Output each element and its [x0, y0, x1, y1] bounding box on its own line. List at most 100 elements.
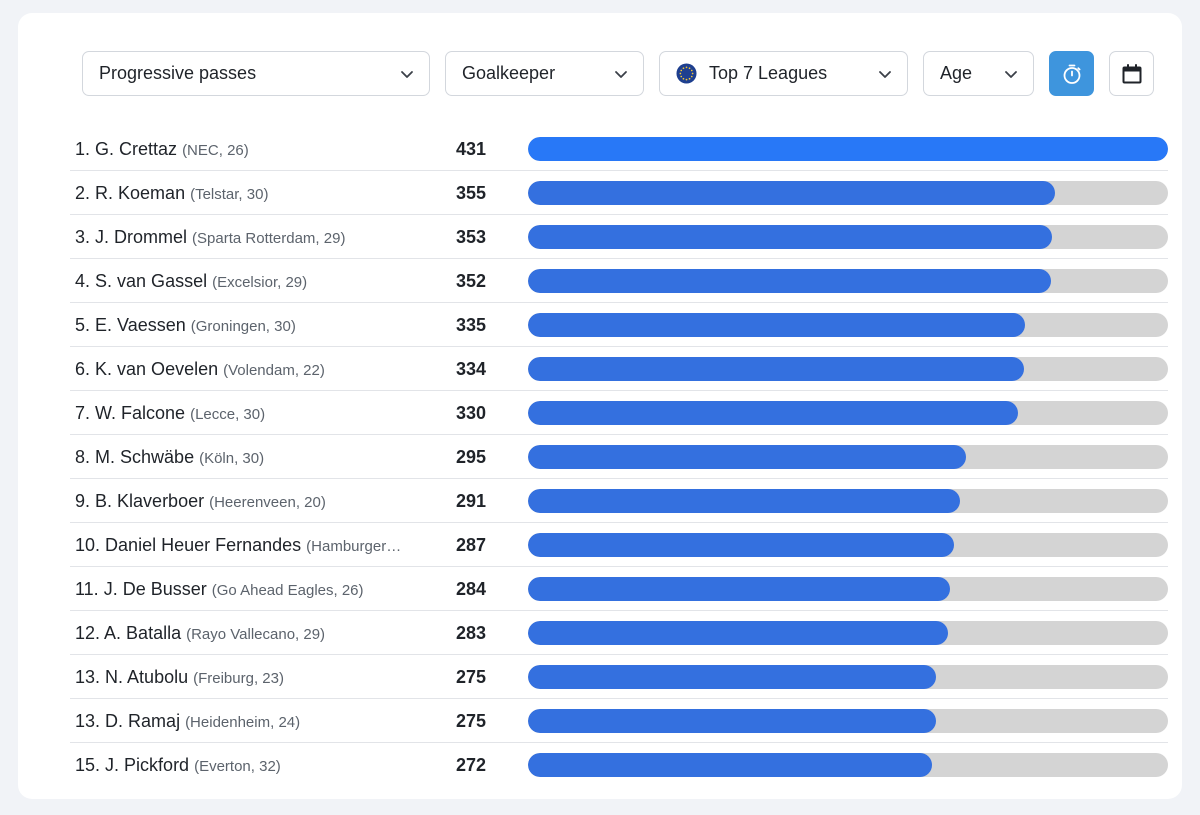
- sort-select[interactable]: Age: [923, 51, 1034, 96]
- player-rank: 12.: [75, 622, 101, 643]
- stat-value: 291: [455, 491, 487, 511]
- stat-value: 431: [455, 139, 487, 159]
- player-name[interactable]: E. Vaessen: [95, 314, 186, 335]
- stat-value: 352: [455, 271, 487, 291]
- season-calendar-button[interactable]: [1109, 51, 1154, 96]
- player-rank: 5.: [75, 314, 91, 335]
- per-90-toggle-button[interactable]: [1049, 51, 1094, 96]
- metric-select-label: Progressive passes: [99, 63, 257, 83]
- stat-bar-fill: [528, 621, 949, 645]
- player-name[interactable]: Daniel Heuer Fernandes: [105, 534, 302, 555]
- player-team-age: (Go Ahead Eagles, 26): [211, 581, 364, 599]
- player-label: 7. W. Falcone (Lecce, 30): [75, 403, 265, 424]
- table-row[interactable]: 3. J. Drommel (Sparta Rotterdam, 29) 353: [70, 215, 1168, 259]
- player-rank: 15.: [75, 754, 101, 775]
- player-name[interactable]: S. van Gassel: [95, 270, 208, 291]
- stat-bar-fill: [528, 753, 932, 777]
- player-team-age: (Volendam, 22): [223, 361, 325, 379]
- stat-value: 295: [455, 447, 487, 467]
- player-team-age: (Freiburg, 23): [193, 669, 284, 687]
- competition-select[interactable]: Top 7 Leagues: [659, 51, 908, 96]
- stat-bar-track: [528, 269, 1168, 293]
- table-row[interactable]: 15. J. Pickford (Everton, 32) 272: [70, 743, 1168, 787]
- stat-bar-fill: [528, 489, 960, 513]
- table-row[interactable]: 6. K. van Oevelen (Volendam, 22) 334: [70, 347, 1168, 391]
- player-name[interactable]: D. Ramaj: [105, 710, 181, 731]
- stat-bar-fill: [528, 269, 1051, 293]
- stat-bar-fill: [528, 577, 950, 601]
- stat-bar-track: [528, 489, 1168, 513]
- stat-bar-fill: [528, 401, 1019, 425]
- player-team-age: (Excelsior, 29): [212, 273, 308, 291]
- player-team-age: (Hamburger…: [306, 537, 402, 555]
- player-team-age: (Heidenheim, 24): [185, 713, 301, 731]
- player-label: 11. J. De Busser (Go Ahead Eagles, 26): [75, 579, 364, 600]
- player-name[interactable]: J. Drommel: [95, 226, 188, 247]
- table-row[interactable]: 10. Daniel Heuer Fernandes (Hamburger… 287: [70, 523, 1168, 567]
- player-name[interactable]: N. Atubolu: [105, 666, 189, 687]
- chevron-down-icon: [615, 71, 627, 78]
- table-row[interactable]: 2. R. Koeman (Telstar, 30) 355: [70, 171, 1168, 215]
- metric-select[interactable]: Progressive passes: [82, 51, 430, 96]
- stat-value: 335: [455, 315, 487, 335]
- player-rank: 3.: [75, 226, 91, 247]
- table-row[interactable]: 13. N. Atubolu (Freiburg, 23) 275: [70, 655, 1168, 699]
- player-cell: 3. J. Drommel (Sparta Rotterdam, 29): [75, 215, 410, 259]
- player-rank: 8.: [75, 446, 91, 467]
- stat-bar-track: [528, 665, 1168, 689]
- player-rank: 13.: [75, 666, 101, 687]
- stat-bar-track: [528, 621, 1168, 645]
- table-row[interactable]: 5. E. Vaessen (Groningen, 30) 335: [70, 303, 1168, 347]
- table-row[interactable]: 4. S. van Gassel (Excelsior, 29) 352: [70, 259, 1168, 303]
- stat-bar-track: [528, 577, 1168, 601]
- stat-bar-fill: [528, 665, 937, 689]
- stat-value: 334: [455, 359, 487, 379]
- stat-bar-track: [528, 225, 1168, 249]
- player-team-age: (Heerenveen, 20): [209, 493, 326, 511]
- player-team-age: (Telstar, 30): [190, 185, 269, 203]
- stat-bar-fill: [528, 225, 1053, 249]
- player-rank: 6.: [75, 358, 91, 379]
- player-name[interactable]: B. Klaverboer: [95, 490, 205, 511]
- player-rank: 7.: [75, 402, 91, 423]
- player-label: 12. A. Batalla (Rayo Vallecano, 29): [75, 623, 325, 644]
- player-cell: 7. W. Falcone (Lecce, 30): [75, 391, 410, 435]
- table-row[interactable]: 7. W. Falcone (Lecce, 30) 330: [70, 391, 1168, 435]
- table-row[interactable]: 12. A. Batalla (Rayo Vallecano, 29) 283: [70, 611, 1168, 655]
- player-cell: 12. A. Batalla (Rayo Vallecano, 29): [75, 611, 410, 655]
- table-row[interactable]: 11. J. De Busser (Go Ahead Eagles, 26) 284: [70, 567, 1168, 611]
- player-name[interactable]: A. Batalla: [104, 622, 182, 643]
- player-name[interactable]: R. Koeman: [95, 182, 186, 203]
- table-row[interactable]: 1. G. Crettaz (NEC, 26) 431: [70, 127, 1168, 171]
- player-label: 2. R. Koeman (Telstar, 30): [75, 183, 268, 204]
- player-team-age: (Sparta Rotterdam, 29): [192, 229, 346, 247]
- player-name[interactable]: W. Falcone: [95, 402, 186, 423]
- player-label: 4. S. van Gassel (Excelsior, 29): [75, 271, 307, 292]
- table-row[interactable]: 13. D. Ramaj (Heidenheim, 24) 275: [70, 699, 1168, 743]
- player-rank: 1.: [75, 138, 91, 159]
- player-rank: 11.: [75, 578, 99, 599]
- player-team-age: (Lecce, 30): [190, 405, 266, 423]
- player-name[interactable]: J. De Busser: [103, 578, 207, 599]
- player-cell: 13. D. Ramaj (Heidenheim, 24): [75, 699, 410, 743]
- position-select-label: Goalkeeper: [462, 63, 556, 83]
- player-team-age: (NEC, 26): [182, 141, 249, 159]
- europe-flag-icon: [676, 63, 697, 84]
- stat-bar-track: [528, 313, 1168, 337]
- stat-value: 355: [455, 183, 487, 203]
- ranking-list: 1. G. Crettaz (NEC, 26) 431 2. R. Koeman (Te…: [70, 127, 1168, 787]
- player-rank: 13.: [75, 710, 101, 731]
- stat-bar-fill: [528, 313, 1026, 337]
- table-row[interactable]: 8. M. Schwäbe (Köln, 30) 295: [70, 435, 1168, 479]
- stat-bar-track: [528, 401, 1168, 425]
- player-name[interactable]: K. van Oevelen: [95, 358, 219, 379]
- stat-value: 275: [455, 711, 487, 731]
- stat-bar-fill: [528, 357, 1024, 381]
- player-name[interactable]: M. Schwäbe: [95, 446, 195, 467]
- chevron-down-icon: [1005, 71, 1017, 78]
- player-name[interactable]: G. Crettaz: [95, 138, 178, 159]
- table-row[interactable]: 9. B. Klaverboer (Heerenveen, 20) 291: [70, 479, 1168, 523]
- position-select[interactable]: Goalkeeper: [445, 51, 644, 96]
- player-label: 10. Daniel Heuer Fernandes (Hamburger…: [75, 535, 401, 556]
- player-name[interactable]: J. Pickford: [105, 754, 190, 775]
